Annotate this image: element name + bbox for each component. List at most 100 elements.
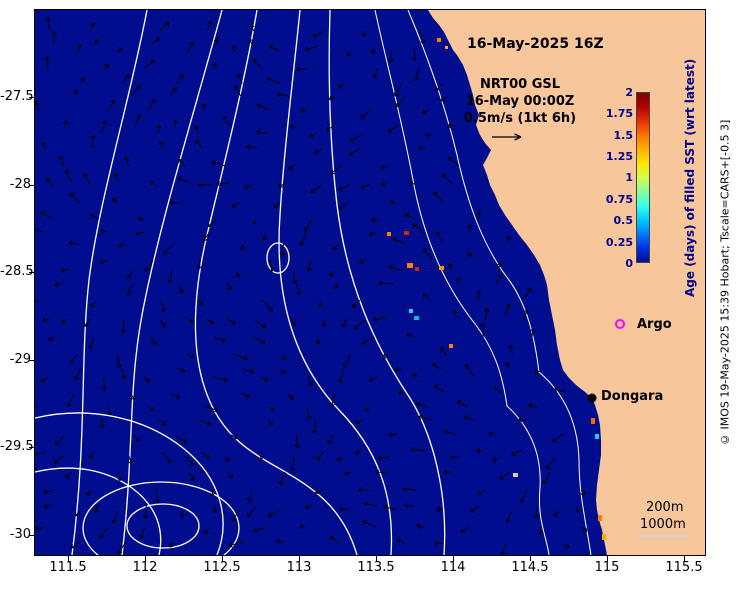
- current-vector-arrow: [580, 526, 588, 532]
- current-vector-arrow: [275, 538, 284, 545]
- current-vector-arrow: [460, 526, 470, 533]
- dongara-label: Dongara: [601, 389, 664, 404]
- current-vector-arrow: [397, 390, 405, 396]
- current-vector-arrow: [231, 45, 237, 53]
- current-vector-arrow: [360, 109, 372, 120]
- current-vector-arrow: [198, 300, 204, 306]
- current-vector-arrow: [65, 471, 73, 479]
- colorbar-tick-label: 0.5: [613, 214, 634, 227]
- current-vector-arrow: [418, 145, 425, 152]
- current-vector-arrow: [118, 242, 127, 248]
- current-vector-arrow: [99, 418, 105, 429]
- current-vector-arrow: [457, 400, 469, 408]
- current-vector-arrow: [211, 160, 226, 167]
- current-vector-arrow: [404, 502, 416, 508]
- current-vector-arrow: [186, 42, 195, 53]
- current-vector-arrow: [101, 377, 108, 392]
- current-vector-arrow: [375, 469, 389, 475]
- current-vector-arrow: [224, 456, 230, 462]
- map-canvas: [35, 10, 705, 555]
- current-vector-arrow: [186, 354, 195, 360]
- current-vector-arrow: [423, 248, 432, 260]
- current-vector-arrow: [552, 433, 565, 443]
- current-vector-arrow: [339, 506, 349, 512]
- current-vector-arrow: [394, 366, 402, 373]
- current-vector-arrow: [93, 39, 99, 46]
- current-vector-arrow: [529, 328, 536, 338]
- current-vector-arrow: [346, 51, 352, 57]
- current-vector-arrow: [368, 231, 376, 237]
- eddy-contour: [126, 503, 200, 549]
- y-axis-tick-label: -27.5: [0, 89, 34, 104]
- current-vector-arrow: [117, 542, 127, 554]
- current-vector-arrow: [150, 337, 157, 346]
- current-vector-arrow: [303, 219, 313, 232]
- current-vector-arrow: [113, 173, 120, 183]
- colorbar-tick-label: 2: [625, 86, 633, 99]
- current-vectors: [35, 16, 588, 555]
- valid-time-label: 16-May 00:00Z: [465, 94, 575, 109]
- current-vector-arrow: [411, 372, 419, 378]
- sst-age-speck: [414, 316, 419, 320]
- current-vector-arrow: [518, 416, 528, 423]
- current-vector-arrow: [35, 101, 40, 111]
- current-vector-arrow: [344, 470, 351, 476]
- x-tick-mark: [376, 556, 377, 561]
- current-vector-arrow: [168, 542, 174, 548]
- current-vector-arrow: [126, 269, 135, 280]
- sst-age-speck: [595, 434, 599, 439]
- current-vector-arrow: [413, 67, 420, 82]
- current-vector-arrow: [447, 123, 456, 129]
- current-vector-arrow: [128, 455, 134, 465]
- current-vector-arrow: [268, 259, 275, 273]
- current-vector-arrow: [116, 354, 122, 368]
- current-vector-arrow: [103, 63, 109, 70]
- current-vector-arrow: [393, 83, 402, 97]
- x-axis-tick-label: 111.5: [49, 560, 87, 575]
- current-vector-arrow: [143, 59, 155, 70]
- current-vector-arrow: [178, 283, 185, 294]
- current-vector-arrow: [101, 120, 108, 134]
- current-vector-arrow: [225, 317, 236, 325]
- current-vector-arrow: [246, 489, 253, 503]
- colorbar-tick-label: 0.25: [605, 236, 633, 249]
- current-vector-arrow: [279, 368, 286, 374]
- current-vector-arrow: [423, 293, 430, 301]
- current-vector-arrow: [90, 300, 97, 308]
- current-vector-arrow: [279, 182, 286, 188]
- current-vector-arrow: [202, 231, 210, 242]
- current-vector-arrow: [306, 259, 312, 272]
- current-vector-arrow: [262, 300, 273, 312]
- current-vector-arrow: [120, 74, 130, 84]
- current-vector-arrow: [228, 542, 244, 548]
- current-vector-arrow: [216, 181, 230, 187]
- current-vector-arrow: [76, 44, 82, 54]
- current-vector-arrow: [206, 20, 213, 32]
- current-vector-arrow: [90, 213, 100, 220]
- current-vector-arrow: [554, 386, 567, 393]
- current-vector-arrow: [130, 393, 136, 400]
- y-tick-mark: [29, 360, 34, 361]
- current-vector-arrow: [505, 361, 511, 371]
- current-vector-arrow: [312, 30, 325, 38]
- current-vector-arrow: [60, 267, 70, 273]
- current-vector-arrow: [70, 192, 81, 204]
- isobath-1000m: [374, 10, 550, 555]
- current-vector-arrow: [93, 504, 100, 513]
- current-vector-arrow: [388, 51, 394, 63]
- current-vector-arrow: [177, 367, 185, 373]
- current-vector-arrow: [256, 129, 268, 135]
- current-vector-arrow: [244, 184, 253, 190]
- current-vector-arrow: [373, 316, 388, 323]
- current-vector-arrow: [111, 197, 119, 204]
- current-vector-arrow: [35, 225, 43, 233]
- current-vector-arrow: [134, 434, 140, 442]
- current-vector-arrow: [287, 392, 294, 401]
- current-vector-arrow: [167, 269, 173, 283]
- current-vector-arrow: [40, 377, 49, 383]
- vector-scale-arrow-icon: [492, 133, 522, 141]
- current-vector-arrow: [211, 62, 217, 69]
- current-vector-arrow: [147, 99, 156, 111]
- current-vector-arrow: [246, 144, 259, 150]
- current-vector-arrow: [261, 376, 269, 382]
